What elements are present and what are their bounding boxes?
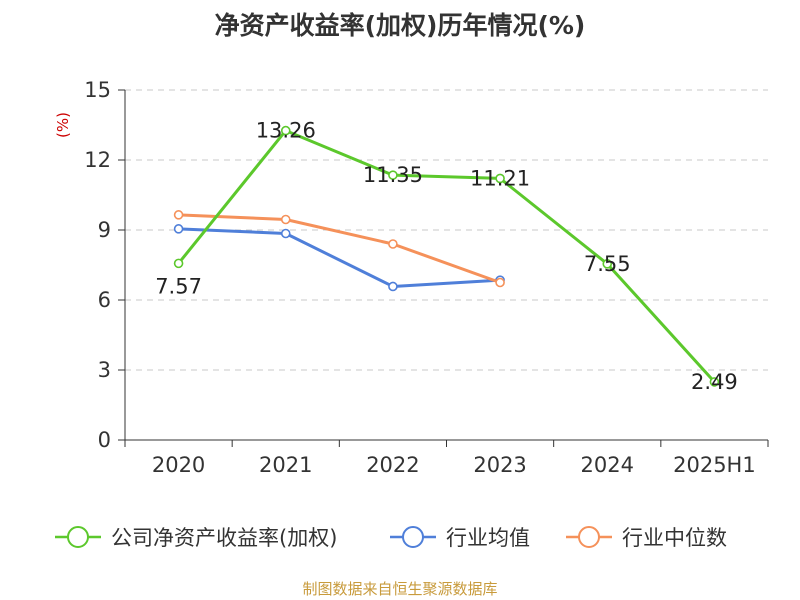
legend-swatch-marker (578, 526, 600, 548)
data-point (173, 210, 184, 220)
data-point (388, 239, 398, 249)
x-tick-label: 2024 (581, 453, 634, 477)
y-tick-label: 3 (98, 358, 111, 382)
y-axis-unit: (%) (54, 112, 72, 138)
data-point (173, 224, 184, 234)
data-point (495, 277, 505, 288)
grid (125, 89, 768, 371)
data-labels: 7.57 13.26 11.35 11.21 7.55 2.49 (155, 119, 738, 394)
data-label: 13.26 (256, 119, 316, 143)
x-tick-label: 2022 (366, 453, 419, 477)
legend-label: 行业中位数 (622, 526, 727, 550)
legend-label: 公司净资产收益率(加权) (111, 526, 337, 550)
y-tick-label: 9 (98, 218, 111, 242)
data-label: 2.49 (691, 370, 738, 394)
chart-title: 净资产收益率(加权)历年情况(%) (214, 11, 586, 40)
x-tick-label: 2021 (259, 453, 312, 477)
y-tick-label: 15 (84, 78, 111, 102)
data-label: 7.57 (155, 274, 202, 298)
data-point (173, 258, 184, 269)
source-note: 制图数据来自恒生聚源数据库 (302, 580, 498, 598)
data-label: 7.55 (584, 252, 631, 276)
data-point (602, 259, 613, 269)
data-point (709, 377, 720, 387)
series-line (178, 227, 501, 288)
data-point (280, 125, 291, 136)
x-tick-label: 2020 (152, 453, 205, 477)
y-tick-label: 0 (98, 428, 111, 452)
y-tick-label: 6 (98, 288, 111, 312)
axes: 0 3 6 9 12 15 2020 2021 2022 2023 2024 2025H1 (%) (54, 78, 769, 477)
y-tick-label: 12 (84, 148, 111, 172)
legend-label: 行业均值 (446, 526, 530, 550)
data-point (280, 214, 291, 225)
series-layer (173, 125, 720, 387)
legend-swatch-marker (67, 526, 89, 548)
series-line (178, 213, 501, 284)
data-label: 11.35 (363, 163, 423, 187)
series-line (177, 129, 716, 383)
data-point (280, 228, 291, 239)
x-tick-label: 2025H1 (673, 453, 756, 477)
x-tick-label: 2023 (473, 453, 526, 477)
data-point (388, 281, 398, 292)
data-point (495, 173, 505, 184)
legend: 公司净资产收益率(加权) 行业均值 行业中位数 (55, 526, 727, 550)
data-label: 11.21 (470, 166, 530, 190)
data-point (388, 170, 398, 180)
legend-swatch-marker (402, 526, 424, 548)
